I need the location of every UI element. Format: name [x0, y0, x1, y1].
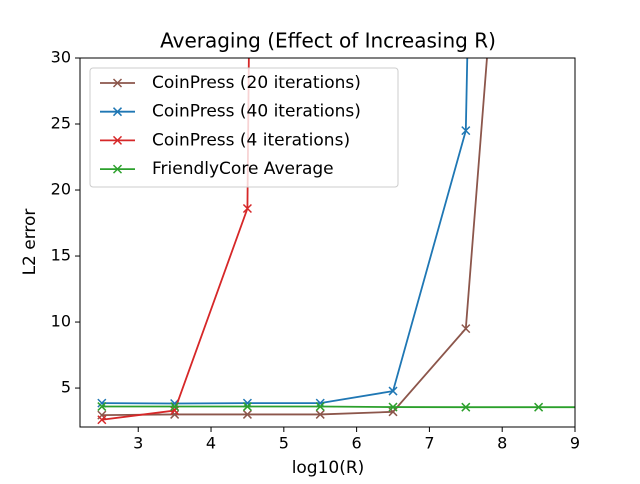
series-line [101, 58, 250, 421]
y-tick-label: 30 [51, 48, 71, 67]
marker [170, 409, 180, 419]
legend-label: CoinPress (20 iterations) [152, 73, 361, 93]
marker [242, 402, 252, 412]
marker [315, 409, 325, 419]
y-tick-label: 10 [51, 312, 71, 331]
marker [170, 402, 180, 412]
axes-frame [79, 57, 576, 428]
legend-marker [112, 135, 123, 145]
marker [97, 415, 107, 425]
marker [534, 402, 544, 412]
legend-label: FriendlyCore Average [152, 159, 334, 179]
x-tick-label: 8 [497, 434, 507, 453]
marker [97, 402, 107, 412]
legend-box [89, 67, 399, 188]
series-line [101, 405, 575, 409]
x-tick-label: 4 [206, 434, 216, 453]
chart-title: Averaging (Effect of Increasing R) [160, 29, 496, 53]
x-tick-label: 9 [570, 434, 580, 453]
y-axis-label: L2 error [20, 209, 40, 276]
marker [388, 402, 398, 412]
plot-area [97, 58, 575, 425]
legend-label: CoinPress (4 iterations) [152, 130, 350, 150]
marker [242, 203, 252, 214]
marker [170, 405, 180, 416]
marker [461, 324, 471, 334]
x-tick-label: 6 [352, 434, 362, 453]
x-axis-label: log10(R) [292, 458, 365, 478]
marker [388, 386, 398, 396]
y-tick-label: 25 [51, 114, 71, 133]
x-tick-label: 7 [424, 434, 434, 453]
marker [461, 402, 471, 412]
marker [461, 126, 471, 136]
marker [242, 409, 252, 419]
marker [315, 402, 325, 412]
legend-label: CoinPress (40 iterations) [152, 102, 361, 122]
x-tick-label: 5 [279, 434, 289, 453]
series-line [101, 58, 469, 405]
legend-marker [112, 107, 123, 117]
y-tick-label: 15 [51, 246, 71, 265]
legend-marker [112, 164, 123, 174]
x-tick-label: 3 [133, 434, 143, 453]
legend-marker [112, 78, 123, 88]
y-tick-label: 20 [51, 180, 71, 199]
series-line [101, 58, 488, 417]
y-tick-label: 5 [61, 378, 71, 397]
